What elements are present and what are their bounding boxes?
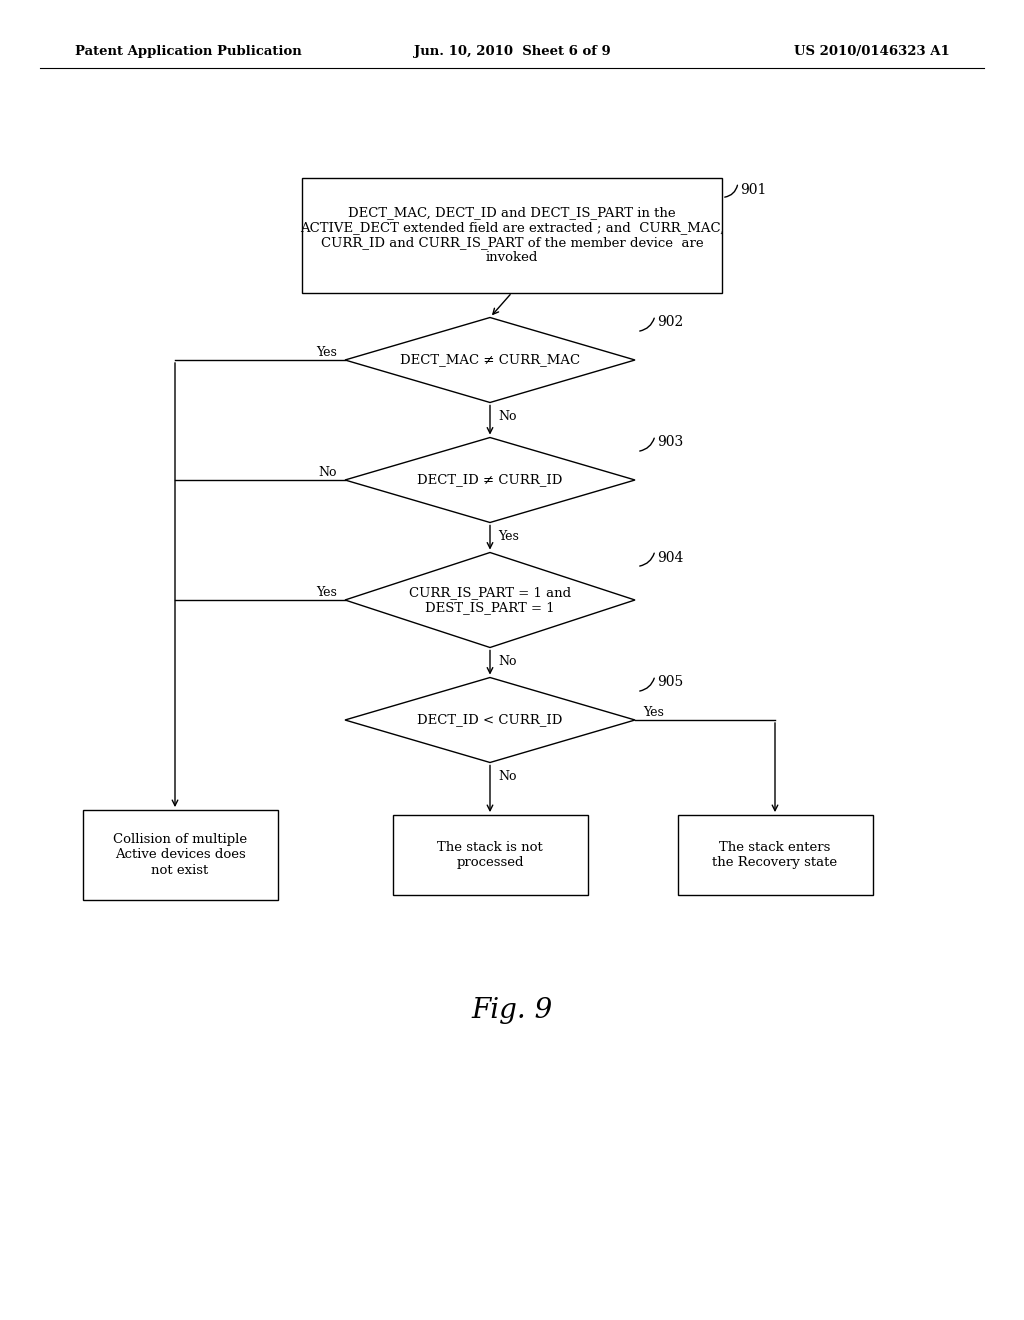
Polygon shape [345,553,635,648]
Text: Yes: Yes [316,586,337,598]
Text: Jun. 10, 2010  Sheet 6 of 9: Jun. 10, 2010 Sheet 6 of 9 [414,45,610,58]
Bar [678,814,872,895]
Text: 903: 903 [657,436,683,450]
Bar [302,177,722,293]
Text: Fig. 9: Fig. 9 [471,997,553,1023]
Text: No: No [498,770,516,783]
Text: Patent Application Publication: Patent Application Publication [75,45,302,58]
Text: Collision of multiple
Active devices does
not exist: Collision of multiple Active devices doe… [113,833,247,876]
Text: Yes: Yes [643,705,664,718]
Bar [392,814,588,895]
Text: DECT_ID < CURR_ID: DECT_ID < CURR_ID [418,714,562,726]
Text: No: No [498,411,516,422]
Text: DECT_ID ≠ CURR_ID: DECT_ID ≠ CURR_ID [418,474,562,487]
Text: DECT_MAC ≠ CURR_MAC: DECT_MAC ≠ CURR_MAC [400,354,580,367]
Text: US 2010/0146323 A1: US 2010/0146323 A1 [795,45,950,58]
Text: CURR_IS_PART = 1 and
DEST_IS_PART = 1: CURR_IS_PART = 1 and DEST_IS_PART = 1 [409,586,571,614]
Text: No: No [318,466,337,479]
Polygon shape [345,437,635,523]
Polygon shape [345,318,635,403]
Text: DECT_MAC, DECT_ID and DECT_IS_PART in the
ACTIVE_DECT extended field are extract: DECT_MAC, DECT_ID and DECT_IS_PART in th… [300,206,724,264]
Text: 905: 905 [657,676,683,689]
Text: 904: 904 [657,550,683,565]
Text: 902: 902 [657,315,683,330]
Text: Yes: Yes [498,531,519,543]
Text: The stack enters
the Recovery state: The stack enters the Recovery state [713,841,838,869]
Text: Yes: Yes [316,346,337,359]
Text: The stack is not
processed: The stack is not processed [437,841,543,869]
Text: No: No [498,655,516,668]
Text: 901: 901 [740,182,766,197]
Bar [83,810,278,900]
Polygon shape [345,677,635,763]
